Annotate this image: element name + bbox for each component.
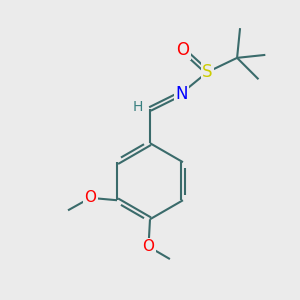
Text: S: S [202,63,213,81]
Text: O: O [142,239,154,254]
Text: H: H [132,100,143,115]
Text: O: O [176,41,190,59]
Text: N: N [175,85,188,103]
Text: O: O [84,190,96,206]
